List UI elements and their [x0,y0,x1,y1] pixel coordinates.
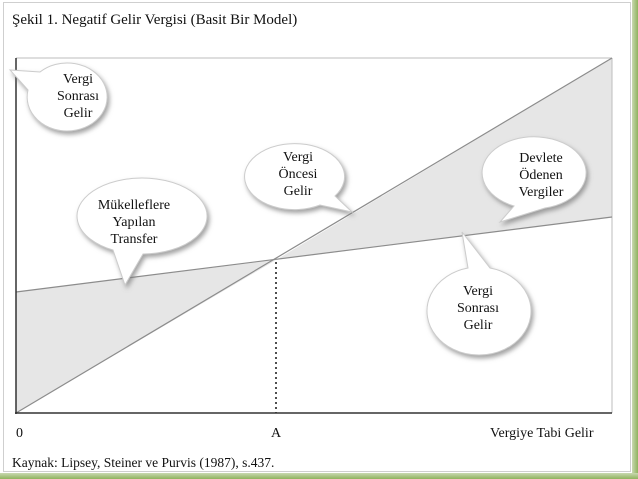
callout-bubble-transfer [76,177,208,287]
point-a-label: A [271,426,282,441]
callout-line: Gelir [463,318,493,333]
callout-line: Vergi [462,284,494,299]
callout-line: Gelir [63,106,93,121]
source-note: Kaynak: Lipsey, Steiner ve Purvis (1987)… [12,455,275,470]
callout-transfer: Mükelleflere Yapılan Transfer [98,197,170,248]
callout-line: Devlete [519,151,563,166]
pre-tax-income-line [15,57,613,414]
slide-edge-right [632,0,638,479]
callout-line: Vergiler [518,185,564,200]
callout-line: Mükelleflere [97,198,171,213]
callout-bubble-taxes-paid [481,136,587,224]
origin-label: 0 [16,426,23,441]
callout-post-tax-top: Vergi Sonrası Gelir [57,71,99,122]
slide-edge-bottom [0,473,638,479]
callout-line: Vergi [282,150,314,165]
callout-bubble-post-tax-right [426,231,532,356]
callout-line: Öncesi [278,167,318,182]
callout-line: Gelir [283,184,313,199]
callout-line: Sonrası [457,301,499,316]
callout-line: Yapılan [112,215,156,230]
callout-bubble-post-tax-top [8,62,108,132]
callout-bubble-pre-tax [244,143,354,213]
post-tax-income-line [15,216,613,293]
callout-post-tax-right: Vergi Sonrası Gelir [457,283,499,334]
x-axis-label: Vergiye Tabi Gelir [490,426,594,441]
callout-line: Sonrası [57,89,99,104]
callout-line: Vergi [62,72,94,87]
figure-title: Şekil 1. Negatif Gelir Vergisi (Basit Bi… [12,12,298,28]
callout-line: Ödenen [519,168,563,183]
callout-line: Transfer [110,232,158,247]
callout-taxes-paid: Devlete Ödenen Vergiler [519,150,564,201]
callout-pre-tax: Vergi Öncesi Gelir [279,149,318,200]
